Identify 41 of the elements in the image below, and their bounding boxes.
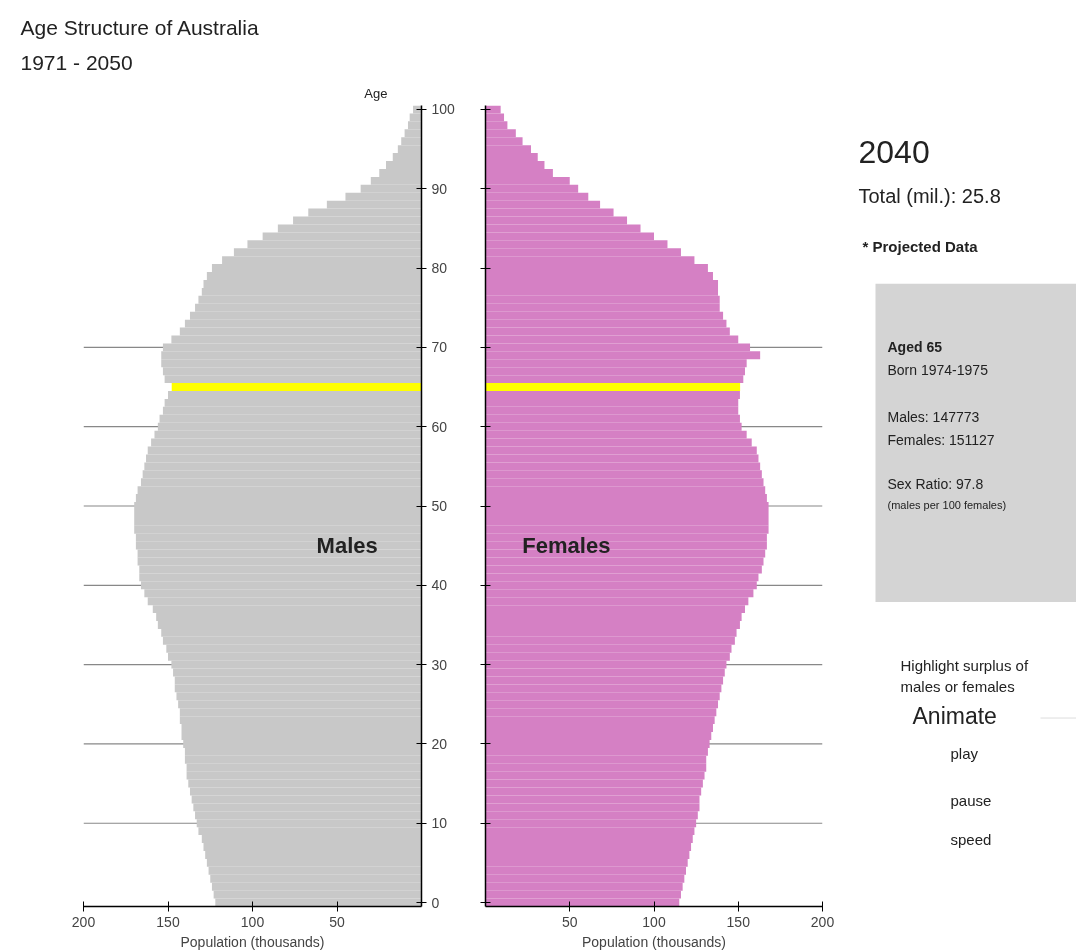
y-tick-label: 90 — [431, 180, 448, 197]
x-tick-label: 200 — [71, 913, 96, 930]
y-tick-label: 40 — [431, 577, 448, 594]
x-tick-label: 200 — [810, 913, 835, 930]
text: Born 1974-1975 — [887, 362, 989, 379]
text: Females: 151127 — [887, 431, 995, 448]
x-axis-title: Population (thousands) — [582, 933, 727, 950]
chart-subtitle: 1971 - 2050 — [20, 50, 133, 74]
y-tick-label: 60 — [431, 418, 448, 435]
text: Sex Ratio: 97.8 — [887, 475, 984, 492]
text: Total (mil.): 25.8 — [858, 185, 1001, 208]
series-label: Females — [522, 533, 611, 559]
x-tick-label: 150 — [156, 913, 180, 930]
text: pause — [950, 792, 992, 810]
text: males or females — [900, 678, 1015, 696]
text: Males: 147773 — [887, 409, 980, 426]
y-tick-label: 70 — [431, 339, 448, 356]
chart-title: Age Structure of Australia — [20, 15, 259, 39]
x-tick-label: 50 — [561, 913, 578, 930]
y-tick-label: 50 — [431, 498, 448, 514]
y-axis-title: Age — [364, 85, 388, 101]
y-tick-label: 0 — [431, 894, 440, 911]
y-tick-label: 80 — [431, 260, 448, 277]
text: Animate — [912, 702, 997, 729]
x-tick-label: 100 — [240, 913, 265, 930]
text: * Projected Data — [862, 238, 979, 256]
y-tick-label: 10 — [431, 815, 448, 832]
text: speed — [950, 830, 992, 848]
text: play — [950, 744, 979, 762]
text: Aged 65 — [887, 339, 943, 356]
y-tick-label: 100 — [431, 101, 456, 118]
text: 2040 — [858, 133, 930, 170]
y-tick-label: 20 — [431, 735, 448, 752]
x-axis-title: Population (thousands) — [180, 933, 325, 950]
text: Highlight surplus of — [900, 657, 1029, 675]
x-tick-label: 150 — [726, 913, 751, 930]
y-tick-label: 30 — [431, 656, 448, 673]
x-tick-label: 50 — [329, 913, 345, 930]
x-tick-label: 100 — [642, 913, 666, 930]
series-label: Males — [316, 533, 378, 559]
text: (males per 100 females) — [887, 499, 1007, 512]
